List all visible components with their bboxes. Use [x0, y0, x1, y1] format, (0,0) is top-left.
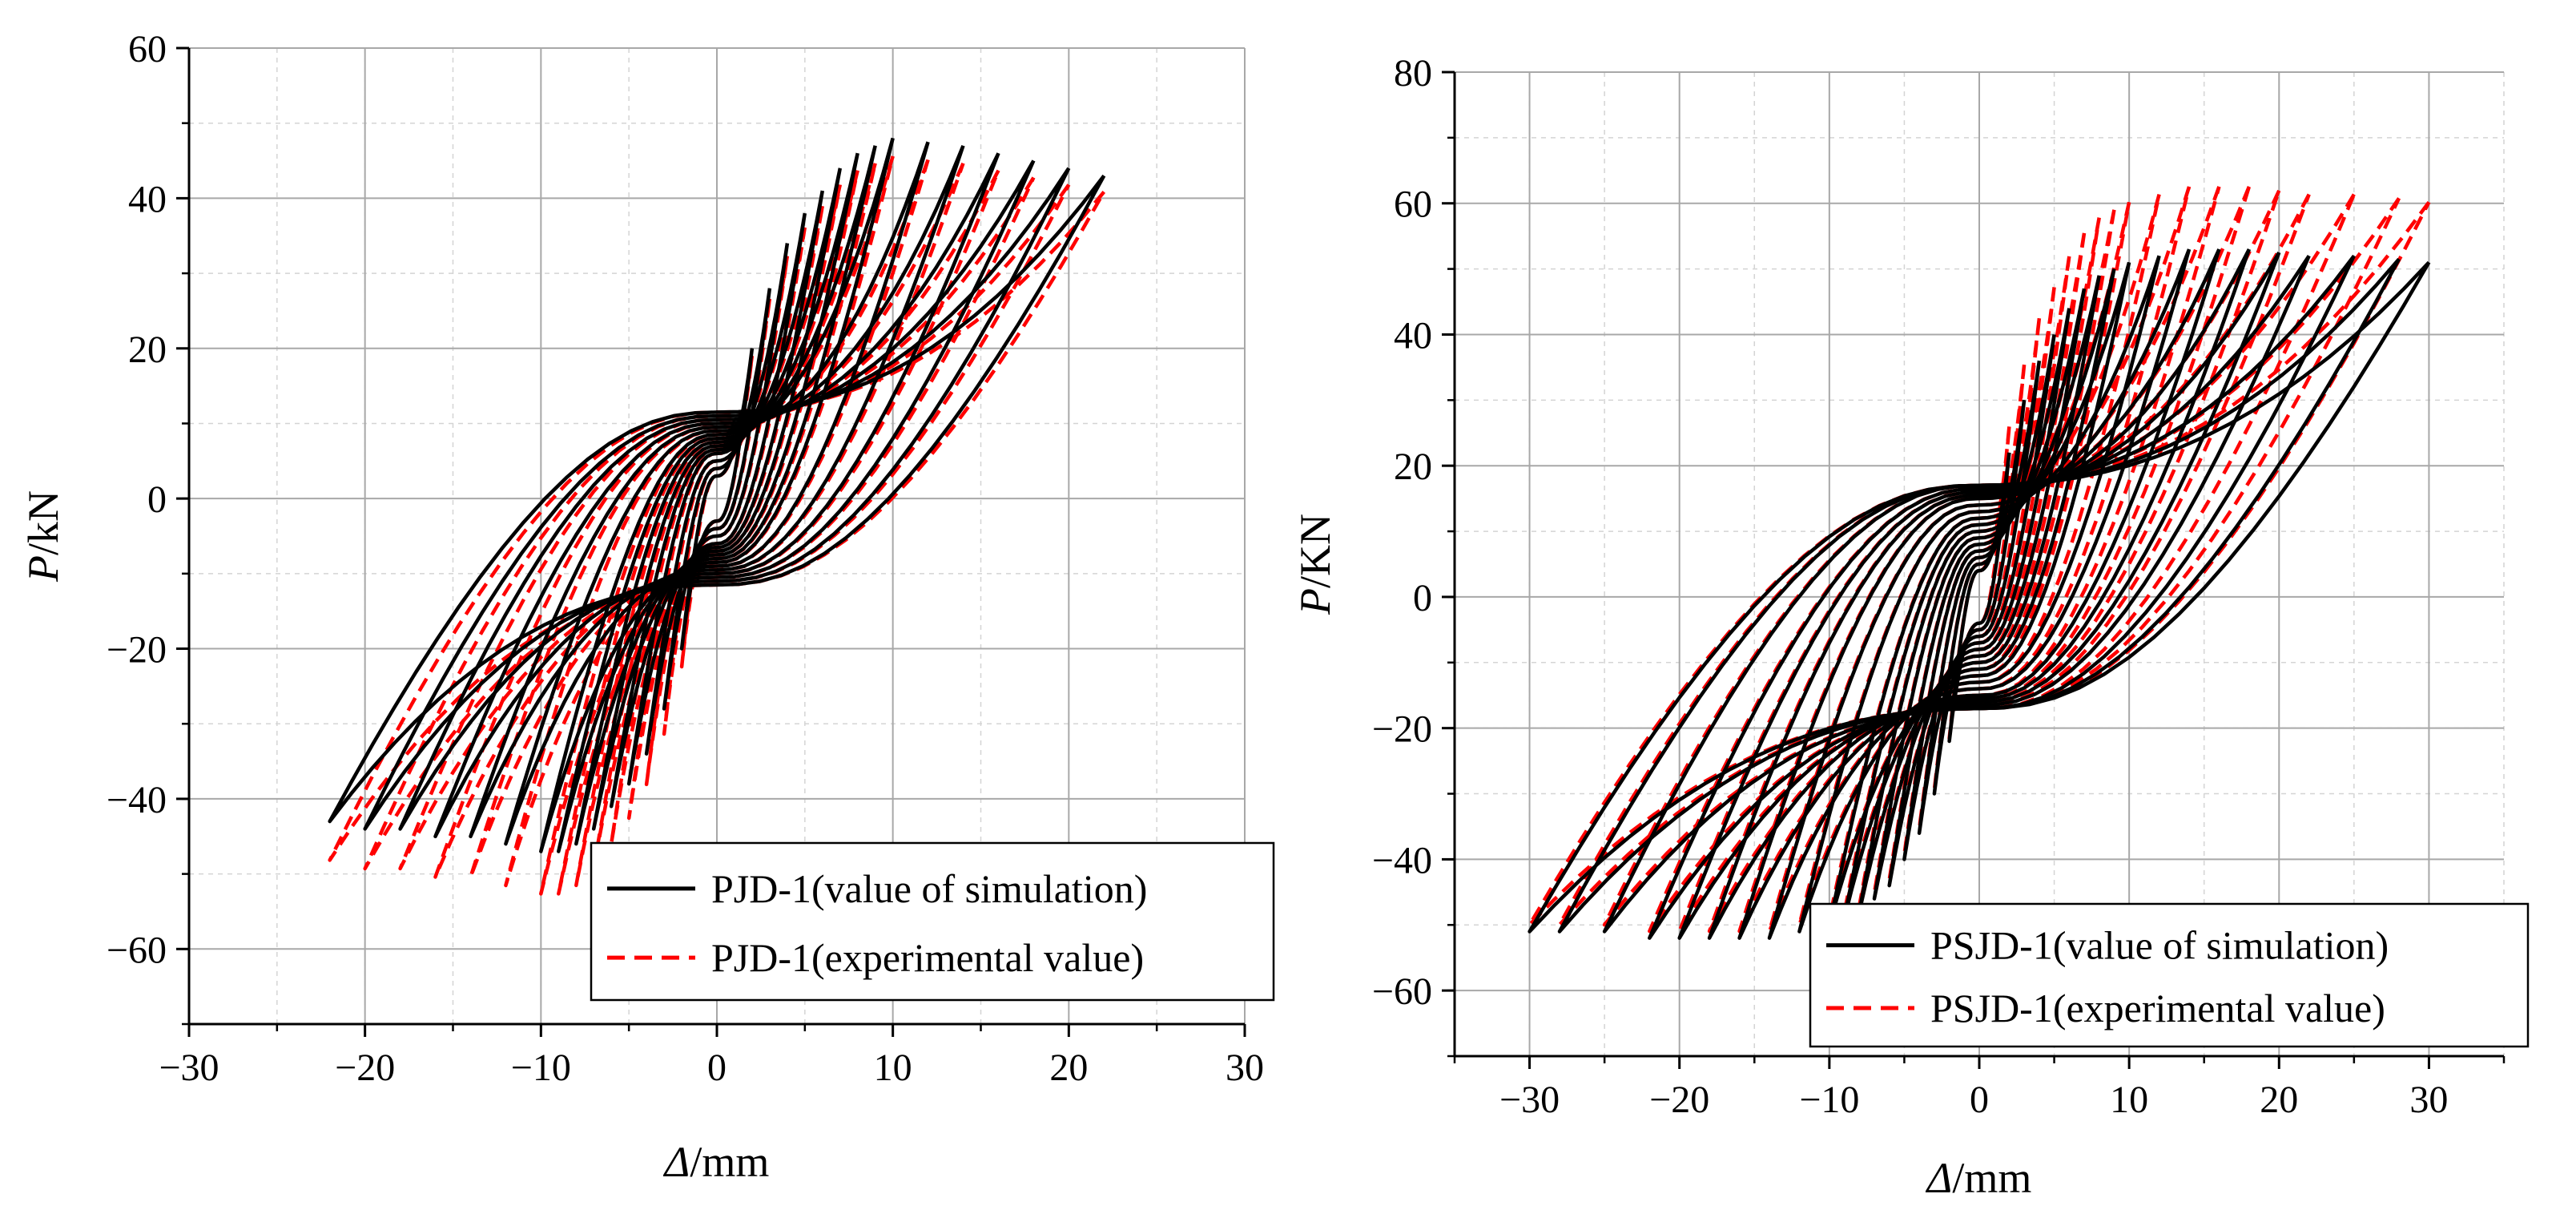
- y-tick-label: 20: [1394, 446, 1432, 488]
- hysteresis-loop-30mm: [1527, 260, 2431, 934]
- hysteresis-loop-20mm: [1677, 189, 2281, 934]
- y-tick-label: 20: [128, 329, 167, 371]
- legend-box: [590, 841, 1275, 1002]
- hysteresis-chart-pjd1: −30 −20 −10 0 10 20 30 −60 −40 −20 0 20 40 60 Δ/mm P/kN…: [19, 28, 1275, 1186]
- x-tick-label: 0: [707, 1047, 727, 1089]
- y-axis-title: P/kN: [19, 490, 67, 583]
- hysteresis-loop-16mm: [1737, 186, 2221, 934]
- hysteresis-loop-22mm: [1648, 254, 2311, 940]
- hysteresis-loop-14mm: [469, 144, 965, 839]
- y-tick-label: −40: [1372, 839, 1432, 881]
- y-tick-label: −40: [107, 779, 167, 821]
- hysteresis-loop-28mm: [1557, 257, 2401, 934]
- x-tick-label: 20: [2260, 1079, 2298, 1121]
- hysteresis-loop-22mm: [1648, 193, 2311, 934]
- x-tick-label: 0: [1970, 1079, 1989, 1121]
- x-tick-label: −10: [511, 1047, 571, 1089]
- axes: −30 −20 −10 0 10 20 30 −60 −40 −20 0 20 40 60: [107, 28, 1264, 1089]
- y-tick-label: −60: [107, 929, 167, 971]
- legend-label-simulation: PSJD-1(value of simulation): [1930, 923, 2389, 968]
- axes: −30 −20 −10 0 10 20 30 −60 −40 −20 0 20 40 60 80: [1372, 52, 2506, 1121]
- legend: PSJD-1(value of simulation) PSJD-1(experi…: [1809, 902, 2530, 1048]
- y-tick-label: 80: [1394, 52, 1432, 95]
- x-tick-label: −20: [1649, 1079, 1709, 1121]
- x-tick-label: 10: [2110, 1079, 2148, 1121]
- x-axis-title: Δ/mm: [663, 1138, 770, 1186]
- y-axis-title: P/KN: [1291, 514, 1339, 615]
- legend-label-experimental: PSJD-1(experimental value): [1930, 986, 2385, 1030]
- y-tick-label: 0: [1413, 577, 1432, 619]
- hysteresis-chart-psjd1: −30 −20 −10 0 10 20 30 −60 −40 −20 0 20 40 60 80 Δ/mm P/…: [1291, 52, 2530, 1202]
- y-tick-label: −20: [107, 629, 167, 672]
- series-group: [1527, 186, 2431, 940]
- x-tick-label: −30: [159, 1047, 219, 1089]
- hysteresis-loop-2mm: [679, 348, 755, 651]
- y-tick-label: −60: [1372, 970, 1432, 1013]
- hysteresis-loop-16mm: [433, 152, 1000, 839]
- x-tick-label: −30: [1499, 1079, 1560, 1121]
- y-tick-label: 40: [1394, 314, 1432, 357]
- legend-label-simulation: PJD-1(value of simulation): [711, 866, 1147, 911]
- y-tick-label: 0: [147, 478, 167, 521]
- y-tick-label: −20: [1372, 708, 1432, 751]
- x-tick-label: 20: [1049, 1047, 1088, 1089]
- x-axis-title: Δ/mm: [1926, 1154, 2032, 1202]
- hysteresis-loop-25mm: [1602, 254, 2356, 934]
- series-simulation: [1527, 248, 2431, 940]
- series-simulation: [328, 137, 1106, 853]
- x-tick-label: 30: [2409, 1079, 2448, 1121]
- y-tick-label: 40: [128, 178, 167, 220]
- legend-label-experimental: PJD-1(experimental value): [711, 935, 1144, 980]
- hysteresis-loop-22mm: [328, 174, 1106, 824]
- y-tick-label: 60: [1394, 184, 1432, 226]
- x-tick-label: 30: [1226, 1047, 1264, 1089]
- legend-box: [1809, 902, 2530, 1048]
- legend: PJD-1(value of simulation) PJD-1(experime…: [590, 841, 1275, 1002]
- x-tick-label: −10: [1799, 1079, 1859, 1121]
- x-tick-label: −20: [335, 1047, 395, 1089]
- hysteresis-loop-18mm: [398, 176, 1036, 871]
- y-tick-label: 60: [128, 28, 167, 71]
- x-tick-label: 10: [874, 1047, 912, 1089]
